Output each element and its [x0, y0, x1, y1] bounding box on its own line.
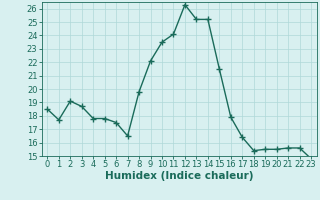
X-axis label: Humidex (Indice chaleur): Humidex (Indice chaleur) [105, 171, 253, 181]
